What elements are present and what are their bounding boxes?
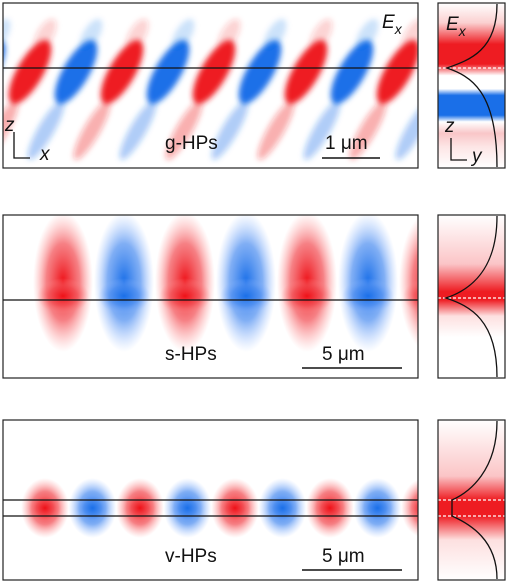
- field-lobe: [281, 278, 333, 314]
- mode-label: v-HPs: [165, 546, 217, 567]
- profile-curve: [443, 215, 498, 378]
- axis-arrow: [450, 138, 467, 161]
- field-lobe: [342, 278, 394, 314]
- field-lobe: [165, 100, 203, 160]
- field-lobe: [3, 100, 19, 160]
- field-lobe: [211, 100, 249, 160]
- field-map: [33, 215, 418, 352]
- axis-label: x: [39, 144, 51, 165]
- field-lobe: [146, 40, 190, 104]
- field-lobe: [376, 40, 418, 104]
- field-lobe: [171, 494, 204, 522]
- field-lobe: [266, 494, 299, 522]
- field-lobe: [98, 278, 150, 314]
- field-lobe: [238, 40, 282, 104]
- field-lobe: [303, 100, 341, 160]
- field-lobe: [284, 40, 328, 104]
- field-lobe: [220, 278, 272, 314]
- profile-curve: [451, 420, 498, 580]
- field-lobe: [79, 18, 103, 52]
- field-map: [3, 18, 418, 160]
- profile-curve: [445, 3, 498, 168]
- field-lobe: [37, 278, 89, 314]
- field-lobe: [349, 100, 387, 160]
- field-lobe: [125, 18, 149, 52]
- axis-label: y: [470, 146, 483, 167]
- field-label: Ex: [446, 14, 467, 39]
- field-lobe: [124, 494, 156, 522]
- field-lobe: [192, 40, 236, 104]
- field-lobe: [159, 278, 211, 314]
- field-lobe: [217, 18, 241, 52]
- field-lobe: [27, 100, 65, 160]
- field-lobe: [219, 494, 251, 522]
- field-lobe: [54, 40, 98, 104]
- field-lobe: [171, 18, 195, 52]
- panel-frame: [437, 214, 506, 379]
- field-lobe: [8, 40, 52, 104]
- panel-frame: [2, 214, 419, 379]
- side-profile: [438, 3, 505, 168]
- field-label: Ex: [382, 12, 403, 37]
- field-lobe: [100, 40, 144, 104]
- mode-label: s-HPs: [165, 344, 217, 365]
- field-lobe: [399, 216, 418, 348]
- scale-label: 5 μm: [322, 546, 365, 567]
- panel-frame: [2, 2, 419, 169]
- field-lobe: [73, 100, 111, 160]
- field-lobe: [76, 494, 109, 522]
- panel-frame: [437, 419, 506, 581]
- field-map: [21, 478, 418, 538]
- axis-label: z: [444, 116, 455, 137]
- field-lobe: [29, 494, 61, 522]
- field-lobe: [355, 18, 379, 52]
- field-lobe: [361, 494, 394, 522]
- field-lobe: [401, 18, 418, 52]
- scale-label: 1 μm: [325, 133, 368, 154]
- mode-label: g-HPs: [165, 133, 218, 154]
- field-lobe: [314, 494, 346, 522]
- field-lobe: [3, 18, 11, 52]
- field-lobe: [403, 279, 418, 313]
- scale-label: 5 μm: [322, 344, 365, 365]
- panel-frame: [2, 419, 419, 581]
- panel-frame: [437, 2, 506, 169]
- field-lobe: [257, 100, 295, 160]
- field-lobe: [309, 18, 333, 52]
- field-lobe: [409, 495, 418, 521]
- axis-label: z: [4, 115, 15, 136]
- field-lobe: [263, 18, 287, 52]
- field-lobe: [33, 18, 57, 52]
- axis-arrow: [13, 132, 30, 159]
- field-lobe: [395, 100, 418, 160]
- field-lobe: [330, 40, 374, 104]
- field-lobe: [119, 100, 157, 160]
